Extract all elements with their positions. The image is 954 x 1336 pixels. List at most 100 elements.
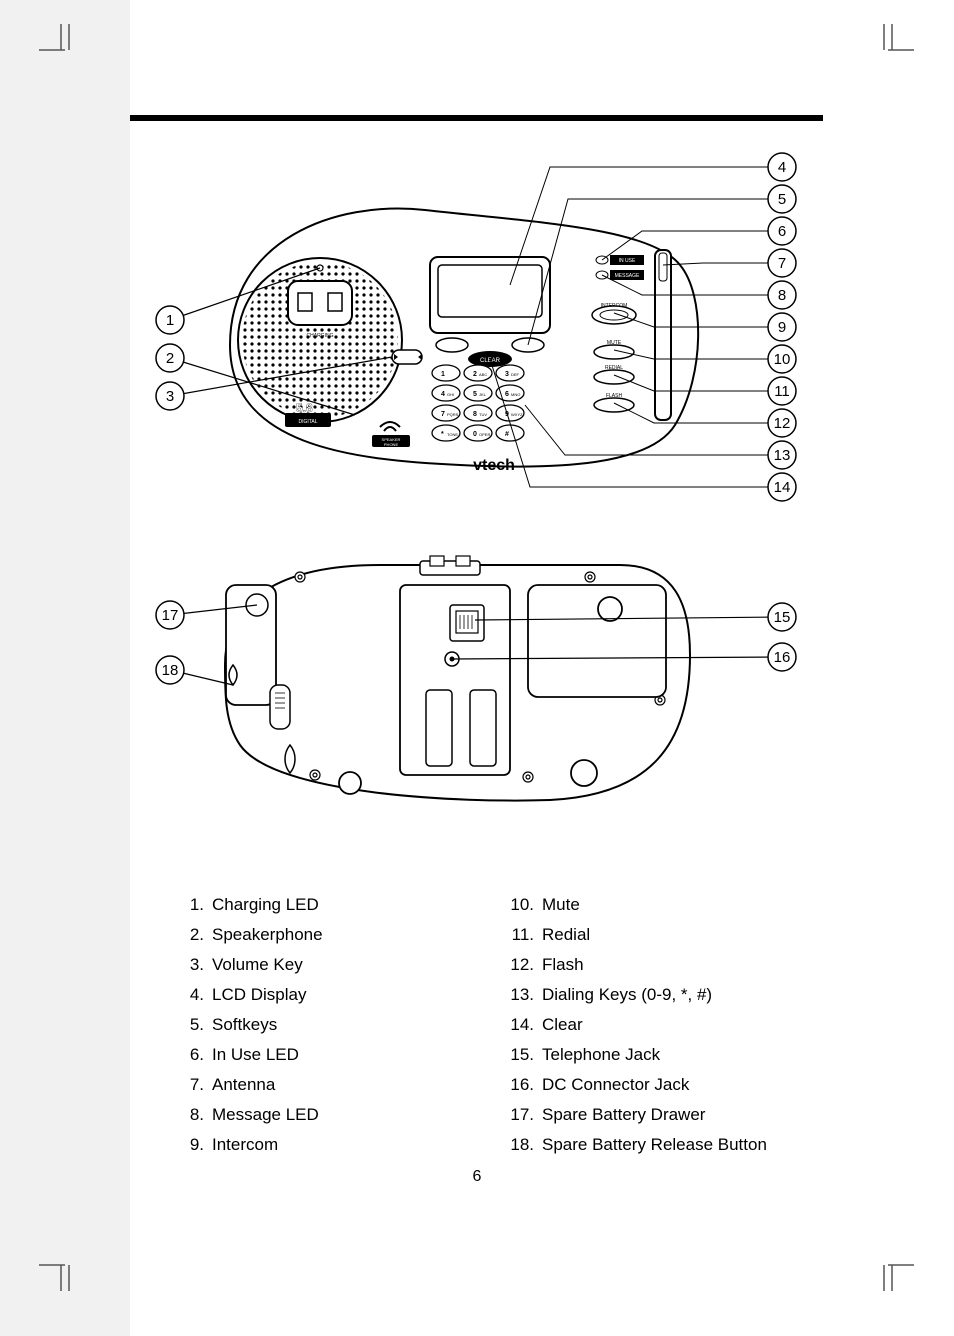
legend-item: 2.Speakerphone xyxy=(180,925,490,945)
legend-item-num: 18. xyxy=(510,1135,542,1155)
legend-item-num: 1. xyxy=(180,895,212,915)
badge-digital: DIGITAL xyxy=(298,419,317,425)
legend-item-label: LCD Display xyxy=(212,985,306,1005)
svg-text:2: 2 xyxy=(473,371,477,378)
legend-item-label: DC Connector Jack xyxy=(542,1075,689,1095)
legend-item-num: 2. xyxy=(180,925,212,945)
svg-text:PHONE: PHONE xyxy=(384,442,399,447)
legend-item-num: 6. xyxy=(180,1045,212,1065)
legend-item-num: 10. xyxy=(510,895,542,915)
legend-item-label: Antenna xyxy=(212,1075,275,1095)
crop-mark-tr xyxy=(874,24,914,69)
svg-text:5: 5 xyxy=(778,191,786,208)
svg-text:TUV: TUV xyxy=(479,412,487,417)
callout-number: 18 xyxy=(162,662,179,679)
legend-item: 9.Intercom xyxy=(180,1135,490,1155)
legend-col-right: 10.Mute11.Redial12.Flash13.Dialing Keys … xyxy=(510,895,820,1165)
legend-item-label: Intercom xyxy=(212,1135,278,1155)
legend-item-label: Telephone Jack xyxy=(542,1045,660,1065)
callout-number: 16 xyxy=(774,649,791,666)
legend-item: 17.Spare Battery Drawer xyxy=(510,1105,820,1125)
legend-item-label: Spare Battery Drawer xyxy=(542,1105,705,1125)
legend-item-num: 16. xyxy=(510,1075,542,1095)
callout-number: 17 xyxy=(162,607,179,624)
legend-item-num: 3. xyxy=(180,955,212,975)
svg-text:4: 4 xyxy=(778,159,786,176)
section-divider xyxy=(130,115,823,121)
legend-item: 6.In Use LED xyxy=(180,1045,490,1065)
svg-text:DEF: DEF xyxy=(511,372,520,377)
legend-item-label: Volume Key xyxy=(212,955,303,975)
svg-text:GHI: GHI xyxy=(447,392,454,397)
svg-text:14: 14 xyxy=(774,479,791,496)
svg-text:4: 4 xyxy=(441,391,445,398)
legend-item: 10.Mute xyxy=(510,895,820,915)
legend-item-num: 9. xyxy=(180,1135,212,1155)
inuse-label: IN USE xyxy=(619,258,636,264)
legend-item-label: Redial xyxy=(542,925,590,945)
legend-item: 16.DC Connector Jack xyxy=(510,1075,820,1095)
crop-mark-br xyxy=(874,1251,914,1296)
figure-container: CHARGING 5.8 DIGITAL SPEAKER PHONE xyxy=(130,145,823,830)
svg-text:TONE: TONE xyxy=(447,432,458,437)
svg-text:12: 12 xyxy=(774,415,791,432)
message-label: MESSAGE xyxy=(615,273,640,279)
svg-text:WXYZ: WXYZ xyxy=(511,412,523,417)
svg-text:1: 1 xyxy=(441,371,445,378)
callout-number: 15 xyxy=(774,609,791,626)
legend-col-left: 1.Charging LED 2.Speakerphone 3.Volume Key… xyxy=(180,895,490,1165)
legend-item: 5.Softkeys xyxy=(180,1015,490,1035)
svg-text:6: 6 xyxy=(505,391,509,398)
legend-item-num: 7. xyxy=(180,1075,212,1095)
left-margin xyxy=(0,0,130,1336)
legend-item-label: Dialing Keys (0-9, *, #) xyxy=(542,985,712,1005)
legend-item: 12.Flash xyxy=(510,955,820,975)
legend-item-num: 12. xyxy=(510,955,542,975)
crop-mark-bl xyxy=(39,1251,79,1296)
svg-text:13: 13 xyxy=(774,447,791,464)
legend-item: 1.Charging LED xyxy=(180,895,490,915)
callout-number: 2 xyxy=(166,350,174,367)
svg-text:8: 8 xyxy=(778,287,786,304)
legend-item: 7.Antenna xyxy=(180,1075,490,1095)
legend-item-label: In Use LED xyxy=(212,1045,299,1065)
legend-item-num: 11. xyxy=(510,925,542,945)
device-bottom-illustration xyxy=(225,556,690,801)
svg-text:7: 7 xyxy=(441,411,445,418)
legend-item-label: Clear xyxy=(542,1015,583,1035)
legend-item-label: Spare Battery Release Button xyxy=(542,1135,767,1155)
legend-item: 8.Message LED xyxy=(180,1105,490,1125)
svg-text:PQRS: PQRS xyxy=(447,412,459,417)
legend-item: 14.Clear xyxy=(510,1015,820,1035)
legend: 1.Charging LED 2.Speakerphone 3.Volume Key… xyxy=(180,895,820,1165)
device-top-illustration: CHARGING 5.8 DIGITAL SPEAKER PHONE xyxy=(230,209,698,474)
legend-item-label: Mute xyxy=(542,895,580,915)
svg-text:MNO: MNO xyxy=(511,392,520,397)
svg-text:0: 0 xyxy=(473,431,477,438)
crop-mark-tl xyxy=(39,24,79,69)
svg-text:9: 9 xyxy=(778,319,786,336)
legend-item-num: 4. xyxy=(180,985,212,1005)
legend-item-num: 13. xyxy=(510,985,542,1005)
svg-text:OPER: OPER xyxy=(479,432,490,437)
svg-text:6: 6 xyxy=(778,223,786,240)
legend-item-num: 8. xyxy=(180,1105,212,1125)
svg-text:#: # xyxy=(505,431,509,438)
svg-text:3: 3 xyxy=(505,371,509,378)
legend-item-label: Flash xyxy=(542,955,584,975)
legend-item-num: 5. xyxy=(180,1015,212,1035)
badge-number: 5.8 xyxy=(296,401,313,415)
svg-text:8: 8 xyxy=(473,411,477,418)
legend-item-num: 14. xyxy=(510,1015,542,1035)
legend-item-label: Softkeys xyxy=(212,1015,277,1035)
legend-item: 13.Dialing Keys (0-9, *, #) xyxy=(510,985,820,1005)
legend-item: 4.LCD Display xyxy=(180,985,490,1005)
legend-item-num: 17. xyxy=(510,1105,542,1125)
page-number: 6 xyxy=(0,1168,954,1186)
brand-text: vtech xyxy=(473,457,515,474)
svg-text:7: 7 xyxy=(778,255,786,272)
callout-number: 3 xyxy=(166,388,174,405)
svg-text:JKL: JKL xyxy=(479,392,487,397)
svg-text:ABC: ABC xyxy=(479,372,487,377)
svg-text:*: * xyxy=(441,431,444,438)
